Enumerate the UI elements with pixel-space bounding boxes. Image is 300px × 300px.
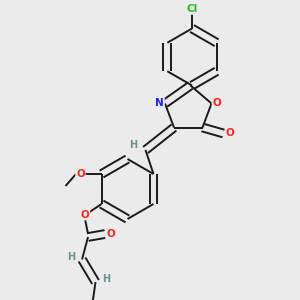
Text: Cl: Cl [186, 4, 198, 14]
Text: H: H [102, 274, 110, 284]
Text: N: N [155, 98, 164, 109]
Text: O: O [76, 169, 85, 179]
Text: H: H [68, 251, 76, 262]
Text: O: O [106, 229, 115, 239]
Text: O: O [212, 98, 221, 109]
Text: O: O [226, 128, 235, 139]
Text: O: O [81, 209, 89, 220]
Text: H: H [129, 140, 138, 151]
